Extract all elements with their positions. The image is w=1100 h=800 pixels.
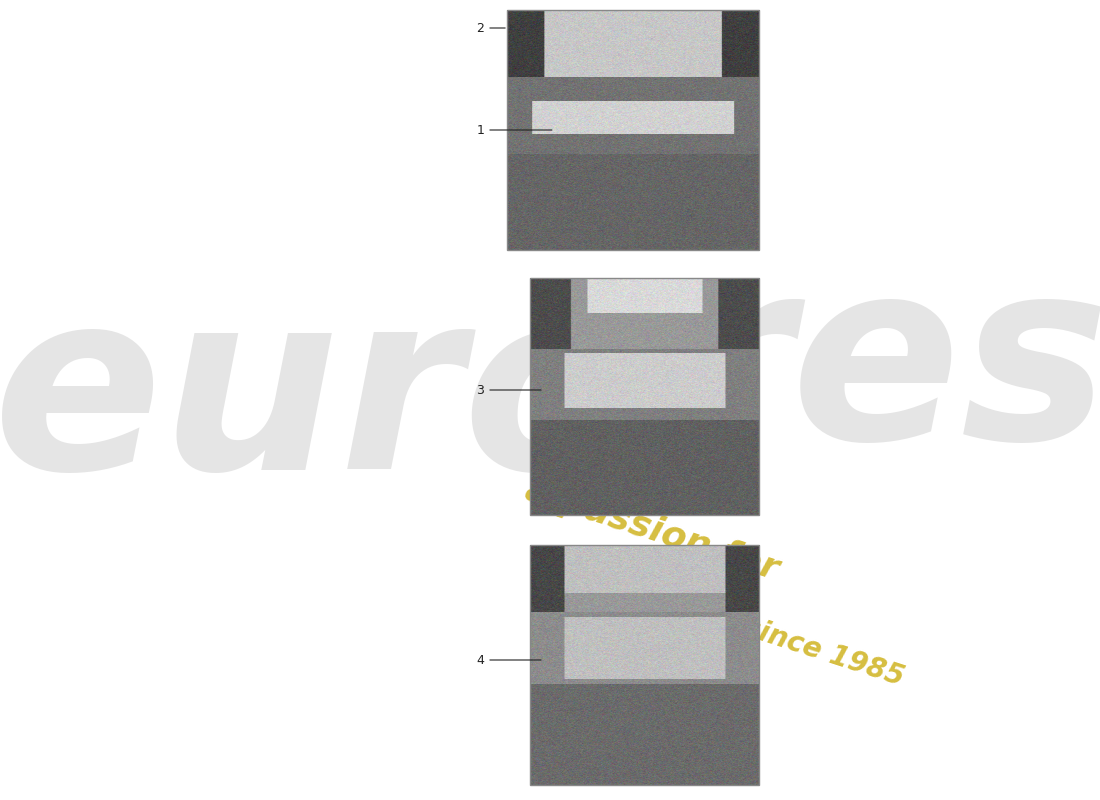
Text: 3: 3 (476, 383, 484, 397)
Bar (506, 10, 759, 250)
Text: res: res (668, 249, 1100, 491)
Text: 2: 2 (476, 22, 484, 34)
Bar (529, 545, 759, 785)
Text: 4: 4 (476, 654, 484, 666)
Text: performance since 1985: performance since 1985 (540, 548, 908, 692)
Text: a passion for: a passion for (520, 473, 783, 587)
Text: 1: 1 (476, 123, 484, 137)
Text: euro: euro (0, 279, 635, 521)
Bar (529, 278, 759, 515)
